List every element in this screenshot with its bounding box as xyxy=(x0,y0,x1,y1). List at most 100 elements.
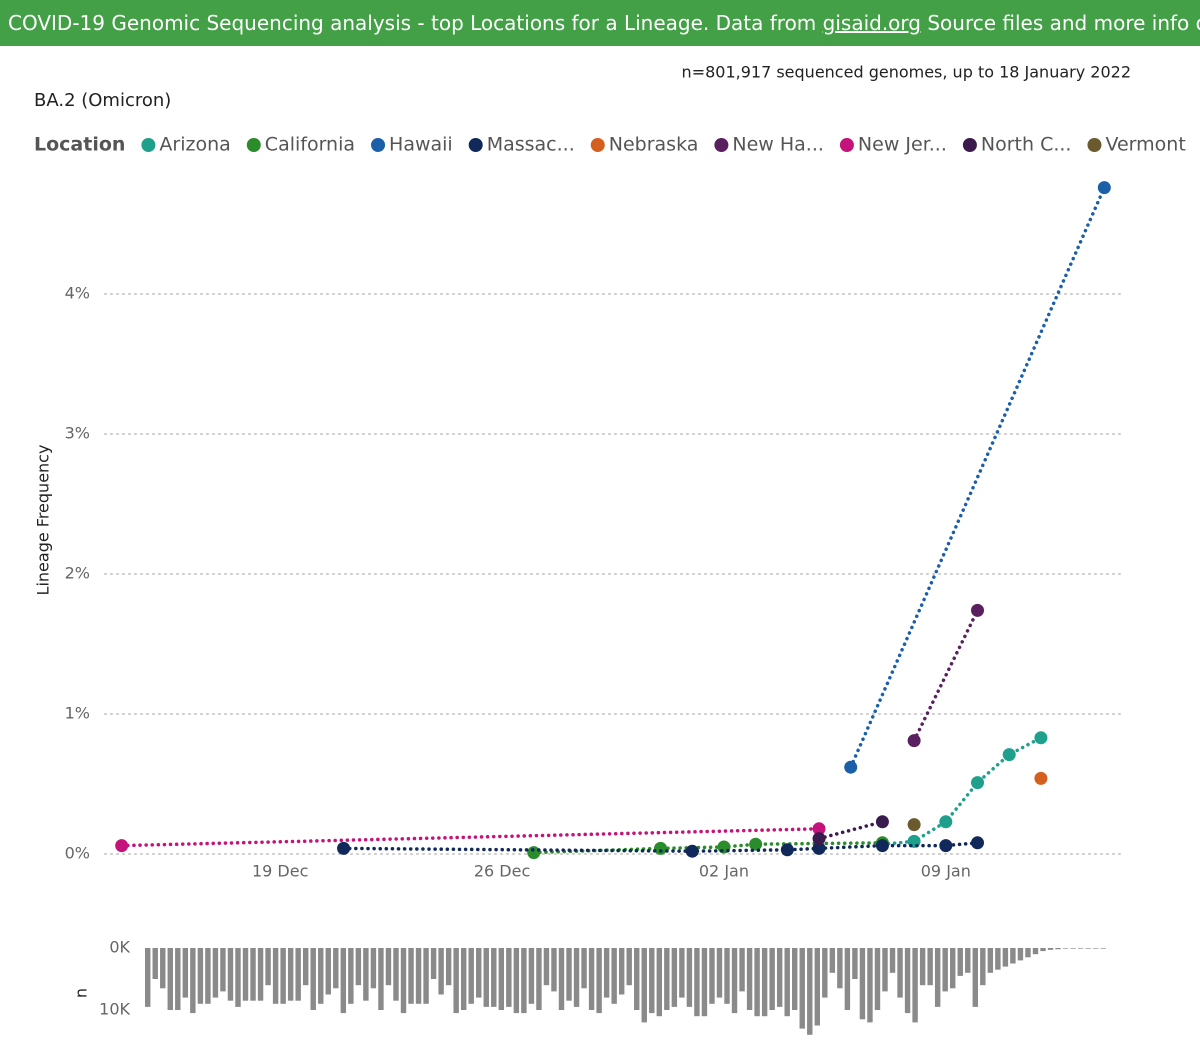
bar xyxy=(671,948,678,1007)
bar xyxy=(483,948,489,1007)
bar xyxy=(167,948,173,1010)
x-tick-label: 26 Dec xyxy=(474,862,530,881)
bar xyxy=(859,948,866,1020)
bar xyxy=(468,948,474,1004)
bar xyxy=(1070,948,1076,949)
bar xyxy=(634,948,640,1010)
bar xyxy=(370,948,377,989)
bar xyxy=(897,948,903,998)
bar xyxy=(145,948,151,1007)
banner-text: COVID-19 Genomic Sequencing analysis - t… xyxy=(8,11,1200,35)
legend-title: Location xyxy=(34,134,125,156)
bar xyxy=(649,948,655,1014)
bar xyxy=(972,948,978,1007)
legend-marker xyxy=(468,138,483,152)
data-point xyxy=(1002,748,1016,762)
bar xyxy=(265,948,271,986)
bar xyxy=(792,948,798,1010)
bar xyxy=(528,948,535,1004)
bar xyxy=(287,948,294,1001)
subtitle: n=801,917 sequenced genomes, up to 18 Ja… xyxy=(682,63,1131,82)
bar xyxy=(769,948,775,1010)
bar xyxy=(626,948,632,986)
bar xyxy=(536,948,542,1010)
data-point xyxy=(337,841,351,855)
bar xyxy=(754,948,760,1017)
data-point xyxy=(654,841,668,855)
bar xyxy=(739,948,745,992)
data-point xyxy=(780,843,794,857)
data-point xyxy=(971,776,985,790)
bar xyxy=(641,948,647,1023)
bar xyxy=(1017,948,1024,961)
bar xyxy=(701,948,708,1017)
bar xyxy=(980,948,986,986)
data-point xyxy=(1097,181,1111,195)
bar xyxy=(152,948,158,979)
bar xyxy=(348,948,354,1004)
bar xyxy=(566,948,572,1001)
bar xyxy=(724,948,730,1004)
bar xyxy=(1077,948,1084,949)
data-point xyxy=(1034,731,1048,745)
legend-label: New Jer... xyxy=(858,134,947,156)
bar xyxy=(889,948,896,973)
y-tick-label: 0% xyxy=(65,844,90,863)
bar xyxy=(1062,948,1069,949)
bar xyxy=(776,948,783,1007)
bar xyxy=(882,948,888,992)
legend-marker xyxy=(141,138,156,152)
bar xyxy=(190,948,196,1014)
bar xyxy=(1025,948,1031,958)
y-tick-label: 0K xyxy=(109,938,130,957)
bar xyxy=(280,948,286,1004)
bar xyxy=(310,948,316,1010)
data-point xyxy=(685,844,699,858)
bar xyxy=(716,948,723,998)
data-point xyxy=(749,837,763,851)
series-line xyxy=(817,820,885,841)
series-line xyxy=(119,827,821,848)
data-point xyxy=(971,603,985,617)
bar xyxy=(987,948,994,973)
bar xyxy=(491,948,497,1007)
bar xyxy=(355,948,362,986)
bar xyxy=(957,948,963,976)
bar xyxy=(476,948,482,998)
legend-marker xyxy=(839,138,854,152)
legend-label: Hawaii xyxy=(389,134,453,156)
bar xyxy=(385,948,392,986)
bar xyxy=(844,948,851,1010)
bar xyxy=(731,948,738,1014)
legend-marker xyxy=(590,138,605,152)
bar xyxy=(558,948,565,1010)
bar xyxy=(1010,948,1016,964)
bar xyxy=(912,948,918,1023)
bar xyxy=(430,948,437,979)
data-point xyxy=(971,836,985,850)
bar xyxy=(694,948,700,1017)
banner-text: Source files and more info on xyxy=(921,11,1200,35)
bar xyxy=(506,948,512,1007)
y-tick-label: 4% xyxy=(65,284,90,303)
bar xyxy=(235,948,241,1007)
data-point xyxy=(844,760,858,774)
bar xyxy=(423,948,429,1004)
bar xyxy=(408,948,414,1004)
bar xyxy=(513,948,520,1014)
bar xyxy=(588,948,595,1010)
bar xyxy=(521,948,527,1014)
bar xyxy=(333,948,339,989)
bar xyxy=(160,948,166,989)
link[interactable]: gisaid.org xyxy=(823,11,921,35)
bar xyxy=(867,948,873,1023)
bar xyxy=(197,948,204,1004)
bar xyxy=(445,948,452,986)
data-point xyxy=(115,839,129,853)
bar xyxy=(438,948,444,995)
bar xyxy=(460,948,467,1010)
bar xyxy=(596,948,602,1014)
bar xyxy=(904,948,911,1014)
bar xyxy=(761,948,768,1017)
